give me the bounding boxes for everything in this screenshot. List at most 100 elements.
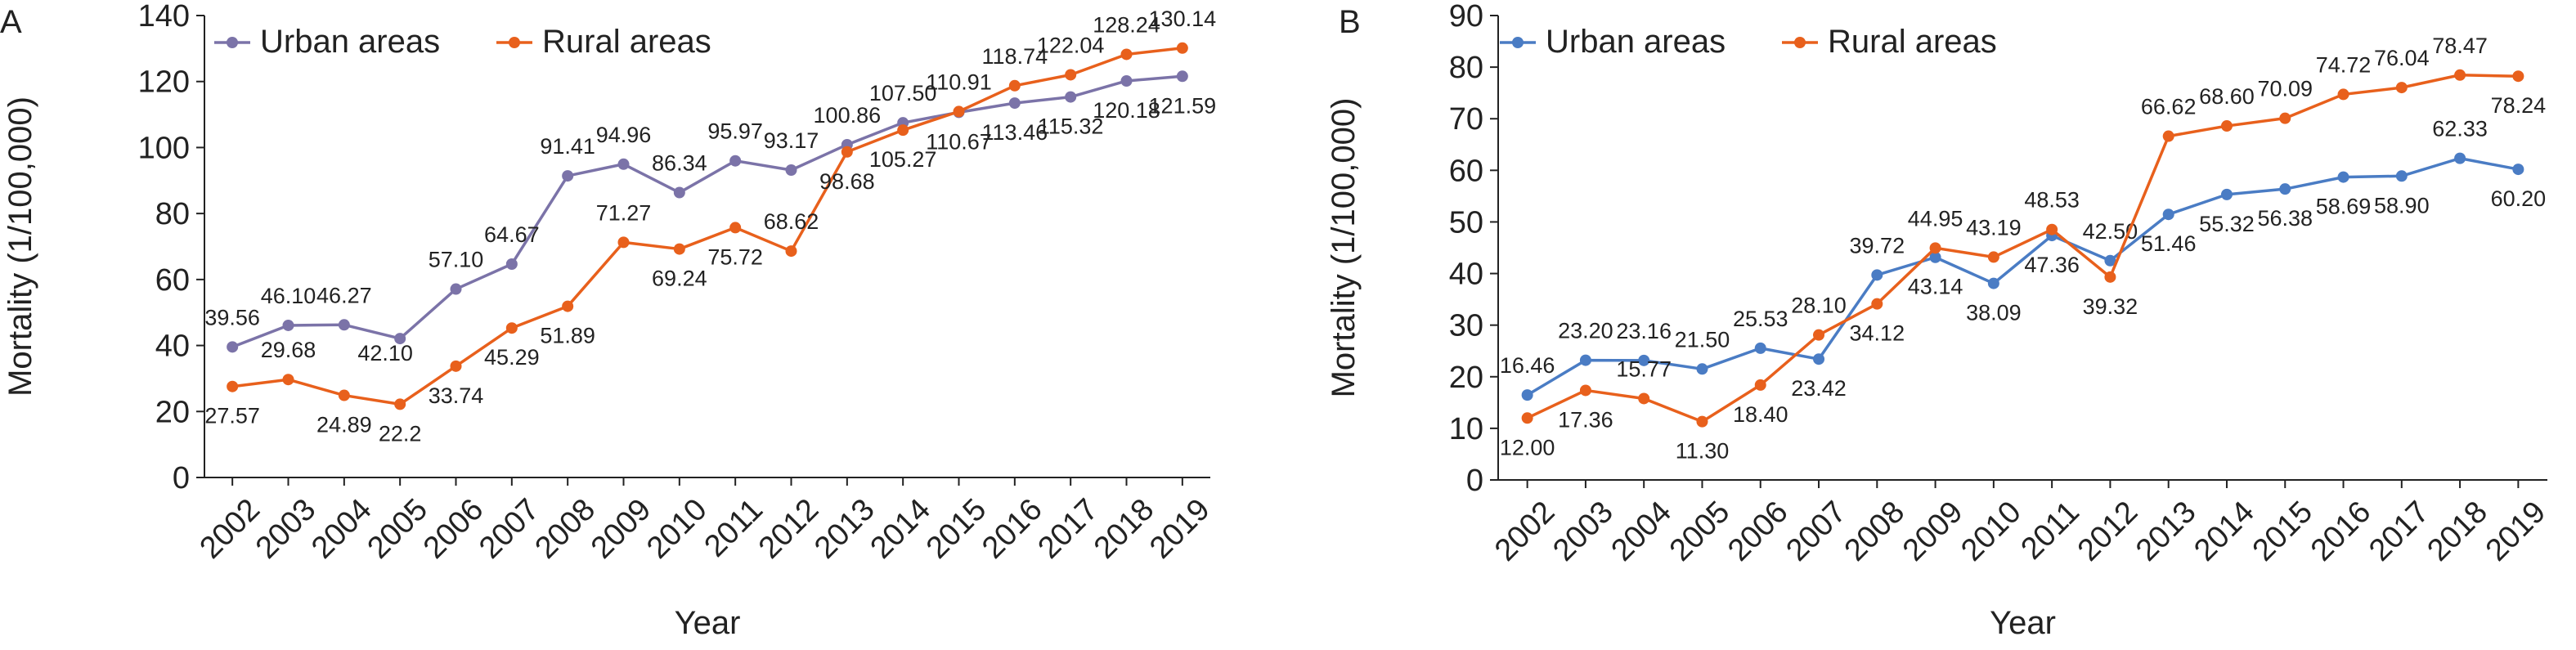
x-tick-label: 2013 (808, 492, 881, 565)
data-point (2395, 82, 2408, 94)
data-point (897, 124, 909, 137)
data-point (1987, 277, 1999, 289)
x-tick-label: 2013 (2129, 495, 2202, 567)
y-tick-label: 140 (138, 0, 190, 34)
data-label: 122.04 (1037, 33, 1105, 57)
y-tick-label: 20 (1449, 361, 1483, 395)
x-tick-label: 2005 (361, 492, 434, 565)
data-label: 39.32 (2083, 294, 2138, 319)
data-point (1120, 48, 1133, 61)
data-point (953, 105, 965, 118)
x-tick-label: 2010 (640, 492, 713, 565)
x-tick-label: 2004 (1605, 495, 1678, 567)
legend-entry: Rural areas (1782, 24, 1997, 60)
y-tick-label: 50 (1449, 205, 1483, 240)
legend-swatch-marker (1794, 37, 1806, 48)
y-tick-label: 0 (173, 461, 190, 495)
data-point (673, 186, 685, 199)
data-point (2337, 88, 2349, 101)
data-label: 110.91 (926, 69, 992, 94)
data-label: 93.17 (764, 128, 819, 153)
x-tick-label: 2010 (1954, 495, 2027, 567)
data-label: 39.56 (204, 305, 260, 329)
data-label: 66.62 (2141, 95, 2197, 119)
data-label: 107.50 (869, 81, 937, 105)
data-point (617, 158, 630, 170)
data-label: 71.27 (596, 200, 652, 225)
panel-b-letter: B (1339, 4, 1361, 40)
data-label: 16.46 (1500, 353, 1555, 378)
data-point (1929, 242, 1941, 254)
series-line (231, 74, 1183, 348)
series-line (1526, 74, 2519, 424)
data-point (282, 374, 294, 386)
y-axis-title: Mortality (1/100,000) (1326, 98, 1362, 398)
data-label: 27.57 (204, 404, 260, 428)
data-label: 51.89 (540, 324, 595, 348)
data-point (2337, 171, 2349, 183)
y-tick-label: 60 (155, 263, 190, 298)
data-label: 28.10 (1791, 294, 1847, 318)
data-label: 18.40 (1733, 402, 1788, 427)
y-tick-label: 80 (155, 197, 190, 231)
data-label: 60.20 (2491, 186, 2547, 211)
data-point (1008, 97, 1021, 110)
data-label: 78.47 (2432, 34, 2488, 58)
data-label: 86.34 (652, 151, 707, 176)
data-label: 91.41 (540, 134, 595, 159)
y-tick-label: 70 (1449, 102, 1483, 137)
data-point (1638, 392, 1650, 405)
x-tick-label: 2014 (864, 492, 937, 565)
data-point (1813, 329, 1825, 341)
series-line (1526, 156, 2519, 397)
x-tick-label: 2017 (2363, 495, 2435, 567)
data-label: 17.36 (1558, 407, 1613, 432)
data-point (2279, 183, 2291, 195)
data-point (450, 360, 462, 372)
data-label: 48.53 (2024, 188, 2080, 213)
data-label: 56.38 (2257, 206, 2313, 231)
data-label: 121.59 (1149, 93, 1217, 118)
data-point (729, 155, 742, 167)
legend-swatch-marker (227, 37, 238, 48)
x-tick-label: 2017 (1032, 492, 1105, 565)
data-point (2104, 254, 2116, 267)
data-label: 110.67 (926, 129, 992, 154)
data-label: 94.96 (596, 123, 652, 147)
panel-a: A 0 20 40 60 80 100 120 140 20022003200420052006… (0, 0, 1217, 641)
data-label: 100.86 (814, 103, 882, 128)
data-point (394, 333, 406, 345)
data-label: 55.32 (2199, 212, 2255, 236)
data-label: 105.27 (869, 147, 937, 172)
x-tick-label: 2005 (1663, 495, 1736, 567)
x-tick-label: 2016 (976, 492, 1048, 565)
data-label: 47.36 (2024, 253, 2080, 277)
legend-swatch-marker (509, 37, 520, 48)
x-tick-label: 2009 (1896, 495, 1969, 567)
data-point (227, 341, 239, 353)
x-tick-label: 2014 (2188, 495, 2260, 567)
x-tick-label: 2002 (1488, 495, 1561, 567)
x-tick-label: 2019 (1143, 492, 1216, 565)
series-line (231, 47, 1183, 406)
data-label: 23.16 (1616, 319, 1672, 343)
x-tick-label: 2011 (2015, 495, 2086, 566)
x-tick-label: 2016 (2304, 495, 2377, 567)
x-tick-label: 2012 (2071, 495, 2144, 567)
x-tick-label: 2019 (2480, 495, 2552, 567)
data-label: 128.24 (1093, 12, 1160, 37)
x-tick-label: 2008 (1838, 495, 1911, 567)
data-point (1638, 354, 1650, 366)
data-point (1065, 69, 1077, 81)
legend-label: Rural areas (1828, 24, 1997, 60)
x-tick-label: 2011 (698, 492, 770, 563)
data-label: 120.18 (1093, 98, 1160, 123)
data-label: 11.30 (1676, 439, 1730, 464)
data-label: 22.2 (379, 421, 422, 446)
data-point (450, 283, 462, 295)
data-label: 21.50 (1675, 327, 1730, 352)
x-tick-label: 2015 (2246, 495, 2319, 567)
